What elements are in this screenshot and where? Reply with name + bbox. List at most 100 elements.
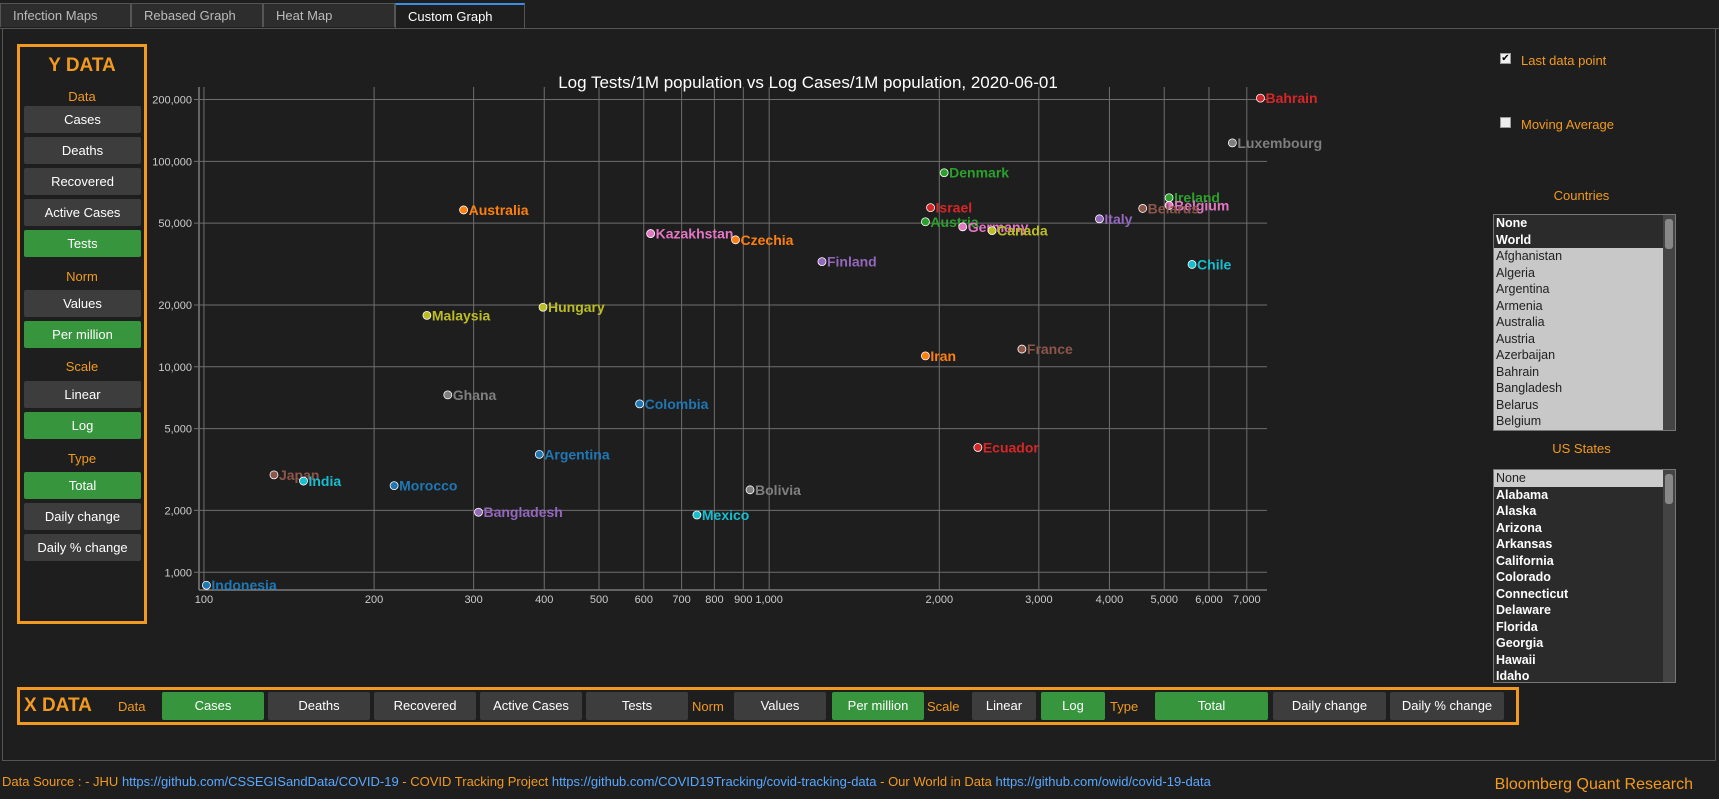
point-label: Bangladesh	[483, 504, 562, 520]
list-item[interactable]: Austria	[1494, 330, 1674, 347]
scatter-point	[731, 235, 740, 245]
x-per-million-button[interactable]: Per million	[832, 692, 924, 720]
x-log-button[interactable]: Log	[1041, 692, 1105, 720]
y-daily-change-button[interactable]: Daily change	[24, 503, 141, 530]
tab-infection-maps[interactable]: Infection Maps	[0, 3, 131, 27]
list-item[interactable]: Alabama	[1496, 487, 1549, 502]
x-tick-label: 300	[464, 594, 482, 606]
list-item[interactable]: Arizona	[1496, 520, 1542, 535]
scatter-point	[1138, 204, 1148, 213]
x-total-button[interactable]: Total	[1155, 692, 1268, 720]
x-values-button[interactable]: Values	[734, 692, 826, 720]
x-daily-change-button[interactable]: Daily change	[1273, 692, 1386, 720]
countries-listbox[interactable]: None World Afghanistan Algeria Argentina Arme…	[1493, 214, 1676, 431]
list-item[interactable]: Delaware	[1496, 603, 1551, 617]
list-item[interactable]: None	[1494, 470, 1674, 487]
tab-rebased-graph[interactable]: Rebased Graph	[131, 3, 263, 27]
moving-average-checkbox[interactable]	[1500, 117, 1511, 128]
y-daily-pct-change-button[interactable]: Daily % change	[24, 534, 141, 561]
brand-label: Bloomberg Quant Research	[1494, 776, 1693, 793]
list-item[interactable]: None	[1496, 216, 1528, 230]
moving-average-label: Moving Average	[1521, 117, 1614, 132]
list-item[interactable]: Armenia	[1494, 297, 1674, 314]
scatter-point	[745, 485, 755, 495]
scatter-point	[921, 351, 930, 361]
owid-link[interactable]: https://github.com/owid/covid-19-data	[995, 774, 1211, 789]
covid-tracking-link[interactable]: https://github.com/COVID19Tracking/covid…	[551, 774, 877, 789]
y-tests-button[interactable]: Tests	[24, 230, 141, 257]
y-tick-label: 2,000	[164, 505, 192, 517]
x-daily-pct-change-button[interactable]: Daily % change	[1390, 692, 1504, 720]
last-data-point-checkbox[interactable]: ✔	[1500, 53, 1511, 64]
point-label: Luxembourg	[1237, 135, 1322, 151]
y-total-button[interactable]: Total	[24, 472, 141, 499]
list-item[interactable]: Connecticut	[1496, 586, 1569, 601]
list-item[interactable]: Bangladesh	[1494, 380, 1674, 397]
scatter-chart: Log Tests/1M population vs Log Cases/1M …	[152, 73, 1322, 606]
us-states-scroll-thumb[interactable]	[1665, 474, 1673, 504]
list-item[interactable]: Azerbaijan	[1494, 347, 1674, 364]
scatter-point	[459, 205, 469, 215]
list-item[interactable]: Algeria	[1494, 264, 1674, 281]
us-states-listbox[interactable]: None Alabama Alaska Arizona Arkansas Californ…	[1493, 469, 1676, 683]
y-log-button[interactable]: Log	[24, 412, 141, 439]
y-cases-button[interactable]: Cases	[24, 106, 141, 133]
jhu-link[interactable]: https://github.com/CSSEGISandData/COVID-…	[121, 774, 399, 789]
list-item[interactable]: World	[1496, 232, 1532, 247]
list-item[interactable]: Florida	[1496, 619, 1538, 634]
list-item[interactable]: Bahrain	[1494, 363, 1674, 380]
y-data-panel: Y DATA Data Cases Deaths Recovered Activ…	[17, 44, 147, 624]
y-linear-button[interactable]: Linear	[24, 381, 141, 408]
y-active-cases-button[interactable]: Active Cases	[24, 199, 141, 226]
x-tick-label: 1,000	[755, 594, 783, 606]
list-item[interactable]: Colorado	[1496, 570, 1551, 584]
tab-heat-map[interactable]: Heat Map	[263, 3, 395, 27]
list-item[interactable]: California	[1496, 553, 1554, 568]
footer-mid-2: - Our World in Data	[876, 774, 996, 789]
x-recovered-button[interactable]: Recovered	[374, 692, 476, 720]
list-item[interactable]: Alaska	[1496, 504, 1537, 518]
y-tick-label: 100,000	[152, 156, 192, 168]
point-label: Denmark	[949, 165, 1009, 181]
point-label: Hungary	[548, 299, 605, 315]
point-label: Indonesia	[211, 577, 277, 593]
y-tick-label: 200,000	[152, 94, 192, 106]
countries-scroll-thumb[interactable]	[1665, 219, 1673, 249]
y-deaths-button[interactable]: Deaths	[24, 137, 141, 164]
list-item[interactable]: Argentina	[1494, 281, 1674, 298]
list-item[interactable]: Arkansas	[1496, 537, 1553, 551]
scatter-point	[1164, 201, 1174, 210]
us-states-header: US States	[1552, 441, 1611, 456]
data-source-footer: Data Source : - JHU https://github.com/C…	[2, 774, 1211, 789]
y-tick-label: 50,000	[158, 218, 192, 230]
scatter-point	[538, 302, 548, 312]
us-states-scrollbar[interactable]	[1663, 470, 1675, 682]
x-tick-label: 3,000	[1025, 594, 1053, 606]
list-item[interactable]: Hawaii	[1496, 652, 1536, 667]
chart-ticks: 100 200 300 400 500 600 700 800 900 1,000 2,000 3,0…	[152, 94, 1260, 606]
x-tick-label: 400	[535, 594, 553, 606]
x-cases-button[interactable]: Cases	[162, 692, 264, 720]
x-active-cases-button[interactable]: Active Cases	[480, 692, 582, 720]
y-values-button[interactable]: Values	[24, 290, 141, 317]
y-per-million-button[interactable]: Per million	[24, 321, 141, 348]
x-linear-button[interactable]: Linear	[972, 692, 1036, 720]
x-tests-button[interactable]: Tests	[586, 692, 688, 720]
list-item[interactable]: Australia	[1494, 314, 1674, 331]
y-recovered-button[interactable]: Recovered	[24, 168, 141, 195]
point-label: Ghana	[453, 387, 497, 403]
list-item[interactable]: Belarus	[1494, 396, 1674, 413]
list-item[interactable]: Georgia	[1496, 636, 1544, 650]
point-label: Bahrain	[1265, 90, 1317, 106]
point-label: Canada	[997, 223, 1048, 239]
list-item[interactable]: Idaho	[1496, 669, 1530, 683]
x-deaths-button[interactable]: Deaths	[268, 692, 370, 720]
list-item[interactable]: Belgium	[1494, 413, 1674, 430]
x-tick-label: 600	[635, 594, 653, 606]
countries-scrollbar[interactable]	[1663, 215, 1675, 430]
y-data-title: Y DATA	[48, 55, 116, 76]
tab-custom-graph[interactable]: Custom Graph	[395, 3, 525, 29]
list-item[interactable]: Afghanistan	[1494, 248, 1674, 265]
scatter-point	[443, 390, 453, 400]
x-data-panel: X DATA Data Cases Deaths Recovered Activ…	[17, 687, 1519, 725]
